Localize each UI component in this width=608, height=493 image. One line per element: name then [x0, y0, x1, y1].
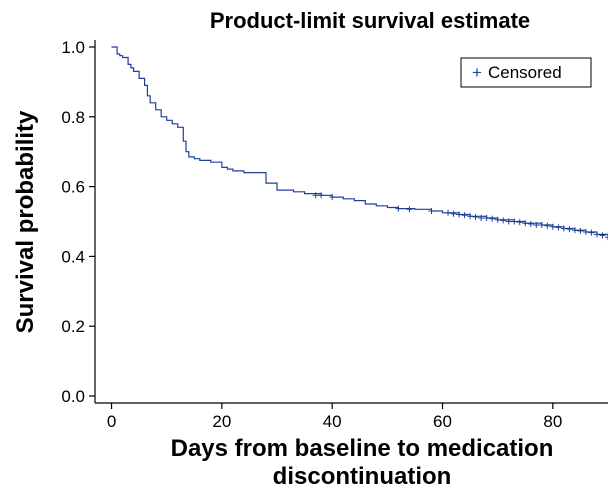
plot-area: [94, 40, 608, 404]
y-tick-label: 0.4: [61, 247, 85, 266]
censored-marker: [478, 215, 485, 222]
censored-marker: [461, 212, 468, 219]
y-tick-label: 0.6: [61, 178, 85, 197]
censored-marker: [511, 218, 518, 225]
x-axis-ticks: 0 20 40 60 80: [107, 403, 562, 431]
censored-marker: [329, 194, 336, 201]
censored-marker: [312, 192, 319, 199]
x-tick-label: 60: [433, 412, 452, 431]
censored-marker: [456, 211, 463, 218]
chart-title: Product-limit survival estimate: [210, 8, 530, 33]
censored-marker: [500, 217, 507, 224]
censored-marker: [472, 213, 479, 220]
censored-marker: [522, 220, 529, 227]
censored-marker: [489, 215, 496, 222]
y-axis-ticks: 0.0 0.2 0.4 0.6 0.8 1.0: [61, 38, 95, 406]
censored-marker: [599, 232, 606, 239]
x-axis-label-line2: discontinuation: [273, 463, 452, 490]
censored-markers: [312, 192, 608, 241]
y-tick-label: 0.2: [61, 317, 85, 336]
legend-censored-label: Censored: [488, 63, 562, 82]
censored-marker: [318, 192, 325, 199]
censored-marker: [467, 213, 474, 220]
censored-marker: [571, 227, 578, 234]
censored-marker: [593, 231, 600, 238]
censored-marker: [428, 208, 435, 215]
y-axis-label: Survival probability: [12, 110, 39, 333]
censored-marker: [555, 224, 562, 231]
y-tick-label: 0.0: [61, 387, 85, 406]
censored-marker: [527, 220, 534, 227]
censored-marker: [450, 210, 457, 217]
censored-marker: [549, 223, 556, 230]
censored-marker: [588, 229, 595, 236]
x-axis-label-line1: Days from baseline to medication: [171, 435, 554, 462]
y-tick-label: 0.8: [61, 108, 85, 127]
legend: + Censored: [460, 57, 592, 88]
x-tick-label: 40: [323, 412, 342, 431]
censored-marker: [544, 222, 551, 229]
x-tick-label: 20: [212, 412, 231, 431]
y-tick-label: 1.0: [61, 38, 85, 57]
legend-box: [460, 57, 592, 88]
censored-marker: [582, 228, 589, 235]
censored-marker: [494, 216, 501, 223]
x-tick-label: 80: [543, 412, 562, 431]
legend-censored-marker: +: [472, 63, 482, 82]
censored-marker: [516, 219, 523, 226]
censored-marker: [577, 227, 584, 234]
x-tick-label: 0: [107, 412, 116, 431]
censored-marker: [505, 218, 512, 225]
censored-marker: [560, 225, 567, 232]
censored-marker: [395, 205, 402, 212]
censored-marker: [445, 209, 452, 216]
censored-marker: [533, 221, 540, 228]
censored-marker: [538, 221, 545, 228]
censored-marker: [605, 234, 608, 241]
censored-marker: [566, 226, 573, 233]
censored-marker: [406, 206, 413, 213]
censored-marker: [483, 215, 490, 222]
